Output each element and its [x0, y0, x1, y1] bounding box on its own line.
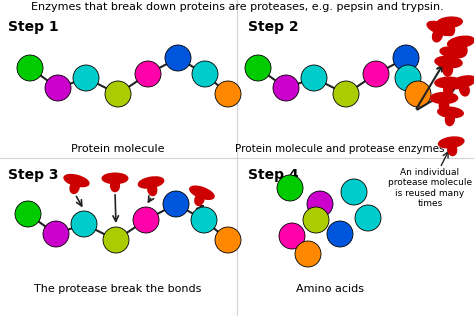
Text: Enzymes that break down proteins are proteases, e.g. pepsin and trypsin.: Enzymes that break down proteins are pro… — [31, 2, 443, 12]
Ellipse shape — [430, 93, 457, 104]
Text: Step 2: Step 2 — [248, 20, 299, 34]
Circle shape — [15, 201, 41, 227]
Text: Step 1: Step 1 — [8, 20, 59, 34]
Ellipse shape — [427, 21, 453, 35]
Ellipse shape — [457, 43, 467, 56]
Ellipse shape — [148, 184, 157, 196]
Text: Step 4: Step 4 — [248, 168, 299, 182]
Circle shape — [191, 207, 217, 233]
Ellipse shape — [448, 143, 456, 155]
Text: Protein molecule and protease enzymes: Protein molecule and protease enzymes — [235, 144, 445, 154]
Circle shape — [273, 75, 299, 101]
Circle shape — [279, 223, 305, 249]
Text: An individual
protease molecule
is reused many
times: An individual protease molecule is reuse… — [388, 168, 472, 208]
Ellipse shape — [438, 107, 463, 118]
Circle shape — [393, 45, 419, 71]
Circle shape — [71, 211, 97, 237]
Circle shape — [163, 191, 189, 217]
Circle shape — [165, 45, 191, 71]
Circle shape — [192, 61, 218, 87]
Circle shape — [73, 65, 99, 91]
Text: The protease break the bonds: The protease break the bonds — [34, 284, 202, 294]
Circle shape — [45, 75, 71, 101]
Ellipse shape — [443, 63, 453, 76]
Circle shape — [215, 81, 241, 107]
Ellipse shape — [435, 77, 461, 88]
Circle shape — [395, 65, 421, 91]
Circle shape — [307, 191, 333, 217]
Circle shape — [327, 221, 353, 247]
Circle shape — [103, 227, 129, 253]
Ellipse shape — [110, 179, 119, 191]
Ellipse shape — [447, 54, 456, 65]
Circle shape — [303, 207, 329, 233]
Circle shape — [105, 81, 131, 107]
Text: Protein molecule: Protein molecule — [71, 144, 165, 154]
Ellipse shape — [446, 114, 454, 125]
Ellipse shape — [195, 194, 204, 205]
Ellipse shape — [432, 29, 442, 42]
Ellipse shape — [449, 76, 474, 89]
Circle shape — [405, 81, 431, 107]
Ellipse shape — [435, 57, 462, 68]
Ellipse shape — [447, 36, 474, 48]
Text: Step 3: Step 3 — [8, 168, 58, 182]
Circle shape — [301, 65, 327, 91]
Ellipse shape — [70, 182, 79, 193]
Text: Amino acids: Amino acids — [296, 284, 364, 294]
Circle shape — [245, 55, 271, 81]
Ellipse shape — [437, 17, 462, 28]
Ellipse shape — [138, 177, 164, 188]
Ellipse shape — [102, 173, 128, 184]
Ellipse shape — [440, 47, 465, 58]
Circle shape — [355, 205, 381, 231]
Circle shape — [43, 221, 69, 247]
Circle shape — [277, 175, 303, 201]
Circle shape — [363, 61, 389, 87]
Ellipse shape — [190, 186, 214, 199]
Ellipse shape — [439, 99, 449, 112]
Circle shape — [135, 61, 161, 87]
Circle shape — [341, 179, 367, 205]
Ellipse shape — [446, 24, 455, 36]
Circle shape — [17, 55, 43, 81]
Circle shape — [295, 241, 321, 267]
Ellipse shape — [438, 137, 464, 148]
Ellipse shape — [64, 174, 89, 187]
Circle shape — [333, 81, 359, 107]
Ellipse shape — [444, 84, 453, 96]
Ellipse shape — [460, 83, 469, 96]
Circle shape — [133, 207, 159, 233]
Circle shape — [215, 227, 241, 253]
